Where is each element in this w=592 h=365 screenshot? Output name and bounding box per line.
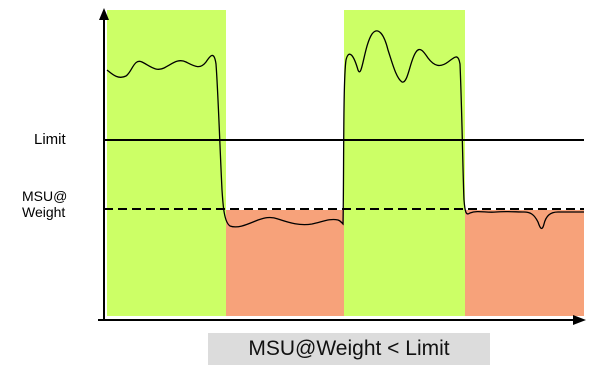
high-region-1 — [107, 10, 226, 316]
low-region-2 — [465, 210, 584, 316]
limit-label: Limit — [34, 131, 66, 148]
low-region-1 — [226, 210, 344, 316]
signal-curve — [106, 30, 584, 230]
y-axis-arrow — [99, 8, 109, 20]
high-region-2 — [344, 10, 465, 316]
caption: MSU@Weight < Limit — [208, 333, 490, 365]
x-axis-arrow — [573, 315, 586, 325]
msu-weight-label: MSU@ Weight — [22, 188, 68, 220]
